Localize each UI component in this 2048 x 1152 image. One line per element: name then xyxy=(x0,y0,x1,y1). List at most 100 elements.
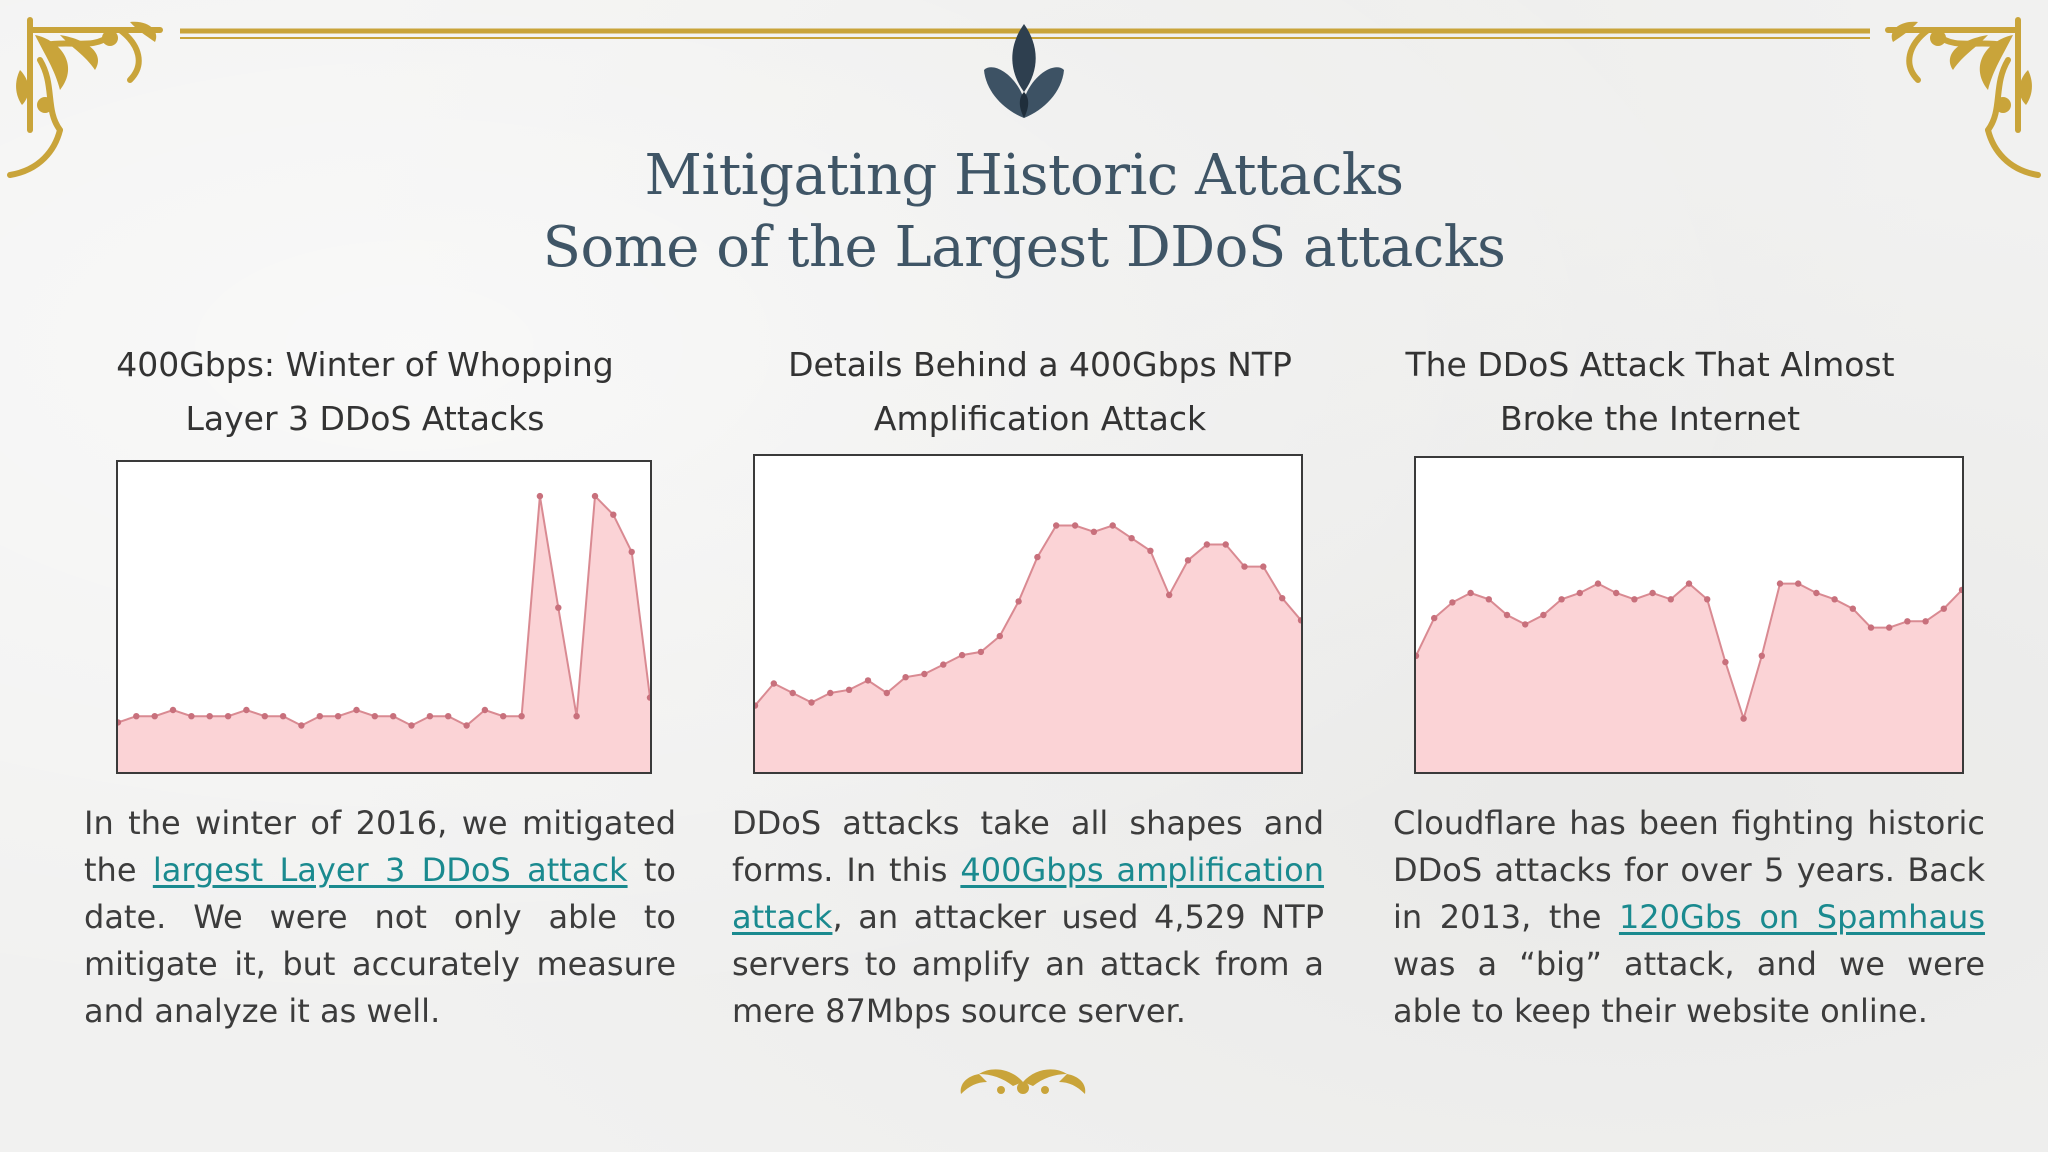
column-2-heading: Details Behind a 400Gbps NTP Amplificati… xyxy=(740,338,1340,446)
chart-point xyxy=(770,680,777,687)
chart-point xyxy=(1795,580,1802,587)
chart-point xyxy=(555,604,562,611)
chart-point xyxy=(1886,624,1893,631)
body-text: was a “big” attack, and we were able to … xyxy=(1393,945,1985,1030)
chart-point xyxy=(518,713,525,720)
chart-point xyxy=(463,722,470,729)
chart-point xyxy=(1485,596,1492,603)
flourish-ornament-icon xyxy=(960,1069,1086,1094)
chart-point xyxy=(845,686,853,693)
chart-point xyxy=(573,713,580,720)
title-line-1: Mitigating Historic Attacks xyxy=(644,143,1404,208)
chart-point xyxy=(977,648,985,656)
chart-point xyxy=(827,689,834,697)
chart-point xyxy=(1722,658,1729,666)
chart-point xyxy=(1071,522,1079,529)
chart-point xyxy=(133,713,140,720)
chart-point xyxy=(1758,652,1765,659)
chart-point xyxy=(1222,541,1229,548)
chart-point xyxy=(1128,535,1135,542)
chart-point xyxy=(1297,617,1301,624)
chart-point xyxy=(808,699,815,706)
chart-point xyxy=(1867,624,1875,631)
chart-point xyxy=(500,713,507,720)
chart-point xyxy=(1279,595,1286,602)
chart-point xyxy=(921,670,928,678)
chart-point xyxy=(610,511,617,518)
chart-point xyxy=(371,713,378,720)
chart-point xyxy=(591,492,599,500)
chart-point xyxy=(1776,580,1784,587)
chart-point xyxy=(1922,618,1929,625)
chart-point xyxy=(261,713,268,720)
chart-point xyxy=(1449,599,1456,606)
body-text: to date. We were not only able to mitiga… xyxy=(84,851,677,1030)
chart-point xyxy=(1503,611,1511,619)
chart-point xyxy=(1147,547,1154,554)
chart-point xyxy=(996,632,1003,640)
chart-point xyxy=(755,702,759,709)
chart-point xyxy=(646,694,650,701)
chart-point xyxy=(789,689,796,697)
ornament-corner-icon xyxy=(1885,17,2041,178)
chart-point xyxy=(883,689,890,697)
chart-point xyxy=(1813,589,1820,597)
chart-point xyxy=(298,722,305,729)
body-text: , an attacker used 4,529 NTP servers to … xyxy=(732,898,1324,1030)
chart-2 xyxy=(753,454,1303,774)
body-text: Cloudflare has been fighting historic DD… xyxy=(1393,804,1985,936)
chart-point xyxy=(1849,605,1856,612)
chart-point xyxy=(243,706,250,714)
column-3-body: Cloudflare has been fighting historic DD… xyxy=(1393,800,1985,1035)
chart-point xyxy=(1034,553,1041,561)
chart-point xyxy=(1416,652,1420,659)
chart-area xyxy=(1416,583,1962,772)
chart-point xyxy=(426,713,434,720)
column-3-heading: The DDoS Attack That Almost Broke the In… xyxy=(1400,338,1960,446)
column-1-body: In the winter of 2016, we mitigated the … xyxy=(84,800,676,1035)
chart-point xyxy=(1109,522,1116,529)
column-1-heading: 400Gbps: Winter of Whopping Layer 3 DDoS… xyxy=(95,338,675,446)
chart-2-svg xyxy=(755,522,1301,772)
chart-point xyxy=(628,548,635,556)
chart-point xyxy=(1667,596,1674,603)
body-text: In the winter of 2016, we mitigated the xyxy=(84,804,676,889)
chart-point xyxy=(445,713,452,720)
column-heading-line: Details Behind a 400Gbps NTP xyxy=(788,345,1292,384)
chart-point xyxy=(958,651,966,659)
chart-point xyxy=(408,722,415,729)
chart-point xyxy=(1166,591,1173,599)
slide-title: Mitigating Historic Attacks Some of the … xyxy=(0,140,2048,284)
chart-1-svg xyxy=(118,492,650,772)
chart-point xyxy=(1576,589,1583,597)
chart-point xyxy=(1090,528,1098,535)
chart-1 xyxy=(116,460,652,774)
chart-point xyxy=(1260,563,1267,570)
chart-point xyxy=(1631,596,1638,603)
chart-point xyxy=(1904,618,1911,625)
chart-point xyxy=(1522,621,1529,628)
chart-point xyxy=(1431,614,1438,622)
chart-point xyxy=(169,706,177,714)
chart-area xyxy=(118,496,650,772)
column-2-body: DDoS attacks take all shapes and forms. … xyxy=(732,800,1324,1035)
chart-point xyxy=(1740,715,1747,722)
chart-point xyxy=(1649,589,1656,597)
chart-point xyxy=(334,713,342,720)
amplification-attack-link[interactable]: 400Gbps amplification attack xyxy=(732,851,1325,936)
chart-point xyxy=(279,713,287,720)
chart-point xyxy=(1203,541,1211,548)
spamhaus-attack-link[interactable]: 120Gbs on Spamhaus xyxy=(1618,898,1985,936)
chart-point xyxy=(1594,580,1602,587)
chart-point xyxy=(1940,605,1947,612)
chart-point xyxy=(353,706,360,714)
chart-point xyxy=(1184,557,1192,564)
column-heading-line: Layer 3 DDoS Attacks xyxy=(185,399,545,438)
chart-point xyxy=(206,713,213,720)
chart-point xyxy=(118,719,122,726)
chart-point xyxy=(1558,596,1565,603)
chart-point xyxy=(316,713,323,720)
body-text: DDoS attacks take all shapes and forms. … xyxy=(732,804,1324,889)
chart-point xyxy=(902,674,909,681)
largest-layer3-attack-link[interactable]: largest Layer 3 DDoS attack xyxy=(152,851,628,889)
